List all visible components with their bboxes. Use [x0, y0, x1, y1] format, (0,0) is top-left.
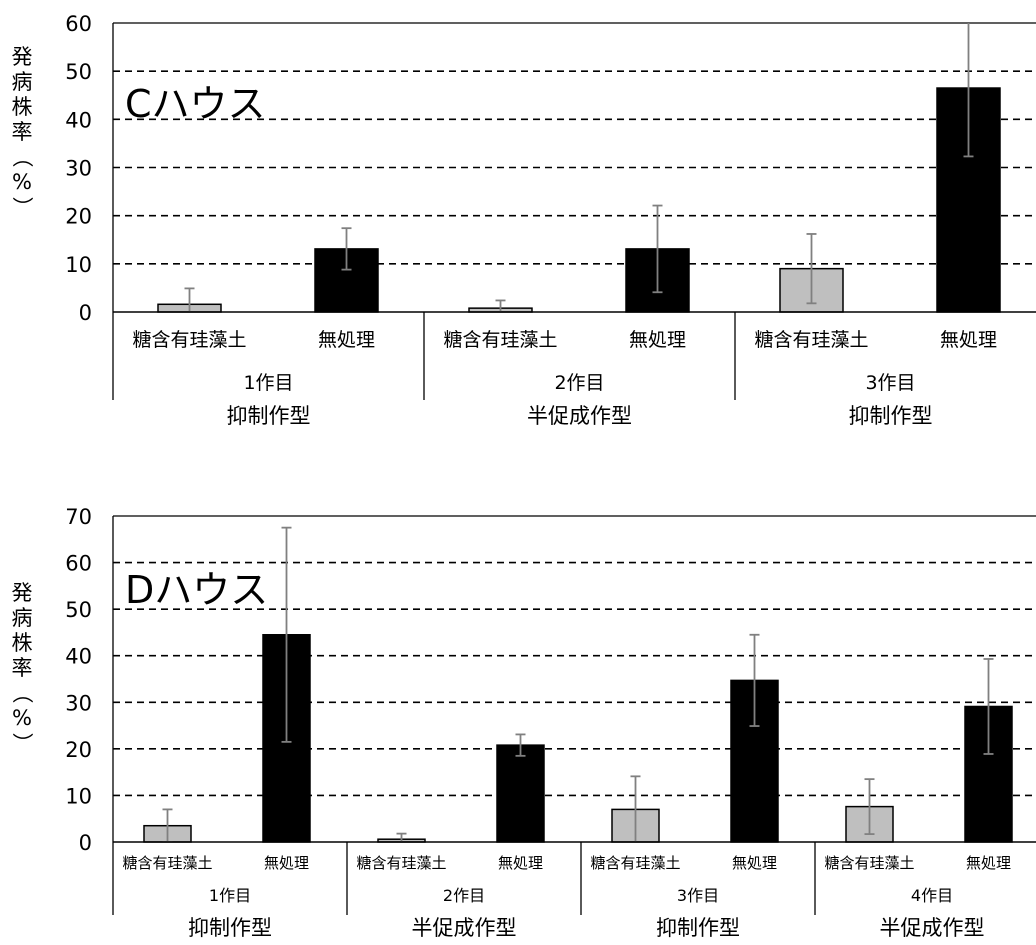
x-group-crop-label: 1作目 — [209, 886, 251, 905]
x-group-crop-label: 1作目 — [243, 372, 293, 394]
y-axis-label-char: 発 — [12, 581, 33, 605]
y-axis-label-char: （ — [10, 147, 34, 168]
x-category-label: 無処理 — [318, 329, 375, 351]
x-category-label: 無処理 — [629, 329, 686, 351]
y-axis-label-char: % — [12, 170, 32, 194]
y-tick-label: 10 — [65, 784, 92, 808]
y-tick-label: 50 — [65, 60, 92, 84]
x-group-type-label: 抑制作型 — [188, 916, 272, 940]
y-axis-label-char: 率 — [12, 120, 33, 144]
y-axis-label-char: 率 — [12, 656, 33, 680]
x-group-type-label: 半促成作型 — [880, 916, 985, 940]
x-category-label: 無処理 — [732, 854, 777, 872]
y-tick-label: 30 — [65, 157, 92, 181]
x-group-crop-label: 3作目 — [865, 372, 915, 394]
x-category-label: 無処理 — [966, 854, 1011, 872]
y-axis-label-char: % — [12, 706, 32, 730]
x-category-label: 無処理 — [940, 329, 997, 351]
y-axis-label-char: ） — [10, 733, 34, 754]
y-axis-label-char: 病 — [12, 606, 33, 630]
x-category-label: 糖含有珪藻土 — [132, 329, 246, 351]
y-tick-label: 0 — [79, 831, 92, 855]
y-axis-label-char: ） — [10, 197, 34, 218]
x-category-label: 糖含有珪藻土 — [356, 854, 446, 872]
x-category-label: 無処理 — [264, 854, 309, 872]
x-category-label: 糖含有珪藻土 — [590, 854, 680, 872]
x-group-crop-label: 2作目 — [443, 886, 485, 905]
x-group-crop-label: 2作目 — [554, 372, 604, 394]
x-group-type-label: 抑制作型 — [227, 404, 311, 428]
y-tick-label: 20 — [65, 205, 92, 229]
x-group-crop-label: 3作目 — [677, 886, 719, 905]
x-group-type-label: 半促成作型 — [412, 916, 517, 940]
x-category-label: 糖含有珪藻土 — [443, 329, 557, 351]
x-group-crop-label: 4作目 — [911, 886, 953, 905]
x-category-label: 糖含有珪藻土 — [824, 854, 914, 872]
y-tick-label: 60 — [65, 12, 92, 36]
y-tick-label: 0 — [79, 301, 92, 325]
x-category-label: 糖含有珪藻土 — [754, 329, 868, 351]
y-tick-label: 40 — [65, 108, 92, 132]
y-axis-label-char: 株 — [12, 95, 33, 119]
y-axis-label-char: 株 — [12, 631, 33, 655]
chart-title: Dハウス — [125, 568, 268, 612]
y-tick-label: 20 — [65, 738, 92, 762]
x-group-type-label: 抑制作型 — [849, 404, 933, 428]
x-group-type-label: 抑制作型 — [656, 916, 740, 940]
y-axis-label-char: （ — [10, 683, 34, 704]
y-tick-label: 60 — [65, 552, 92, 576]
x-category-label: 糖含有珪藻土 — [122, 854, 212, 872]
y-tick-label: 40 — [65, 645, 92, 669]
y-tick-label: 70 — [65, 505, 92, 529]
y-tick-label: 30 — [65, 691, 92, 715]
y-tick-label: 50 — [65, 598, 92, 622]
y-tick-label: 10 — [65, 253, 92, 277]
bar-untreated — [496, 744, 545, 843]
chart-title: Cハウス — [125, 82, 266, 126]
x-category-label: 無処理 — [498, 854, 543, 872]
y-axis-label-char: 発 — [12, 45, 33, 69]
y-axis-label-char: 病 — [12, 70, 33, 94]
x-group-type-label: 半促成作型 — [527, 404, 632, 428]
